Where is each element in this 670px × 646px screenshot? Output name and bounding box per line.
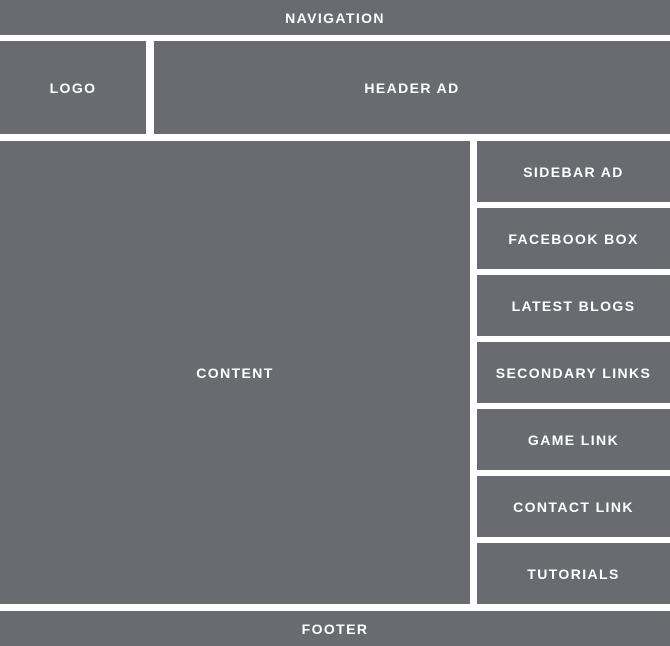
header-ad-block: HEADER AD bbox=[154, 41, 670, 134]
footer-label: FOOTER bbox=[301, 620, 369, 637]
sidebar-item-label: CONTACT LINK bbox=[513, 498, 634, 515]
navigation-block: NAVIGATION bbox=[0, 0, 670, 35]
content-block: CONTENT bbox=[0, 141, 470, 604]
header-ad-label: HEADER AD bbox=[364, 79, 460, 96]
latest-blogs-block: LATEST BLOGS bbox=[477, 275, 670, 336]
facebook-box-block: FACEBOOK BOX bbox=[477, 208, 670, 269]
content-label: CONTENT bbox=[196, 364, 274, 381]
sidebar-item-label: FACEBOOK BOX bbox=[508, 230, 639, 247]
logo-label: LOGO bbox=[49, 79, 97, 96]
sidebar-item-label: SECONDARY LINKS bbox=[495, 364, 652, 381]
contact-link-block: CONTACT LINK bbox=[477, 476, 670, 537]
sidebar-item-label: TUTORIALS bbox=[527, 565, 620, 582]
game-link-block: GAME LINK bbox=[477, 409, 670, 470]
secondary-links-block: SECONDARY LINKS bbox=[477, 342, 670, 403]
sidebar-ad-block: SIDEBAR AD bbox=[477, 141, 670, 202]
sidebar-item-label: SIDEBAR AD bbox=[523, 163, 624, 180]
sidebar-item-label: GAME LINK bbox=[527, 431, 620, 448]
navigation-label: NAVIGATION bbox=[285, 9, 385, 26]
logo-block: LOGO bbox=[0, 41, 146, 134]
sidebar-item-label: LATEST BLOGS bbox=[511, 297, 636, 314]
footer-block: FOOTER bbox=[0, 611, 670, 646]
tutorials-block: TUTORIALS bbox=[477, 543, 670, 604]
